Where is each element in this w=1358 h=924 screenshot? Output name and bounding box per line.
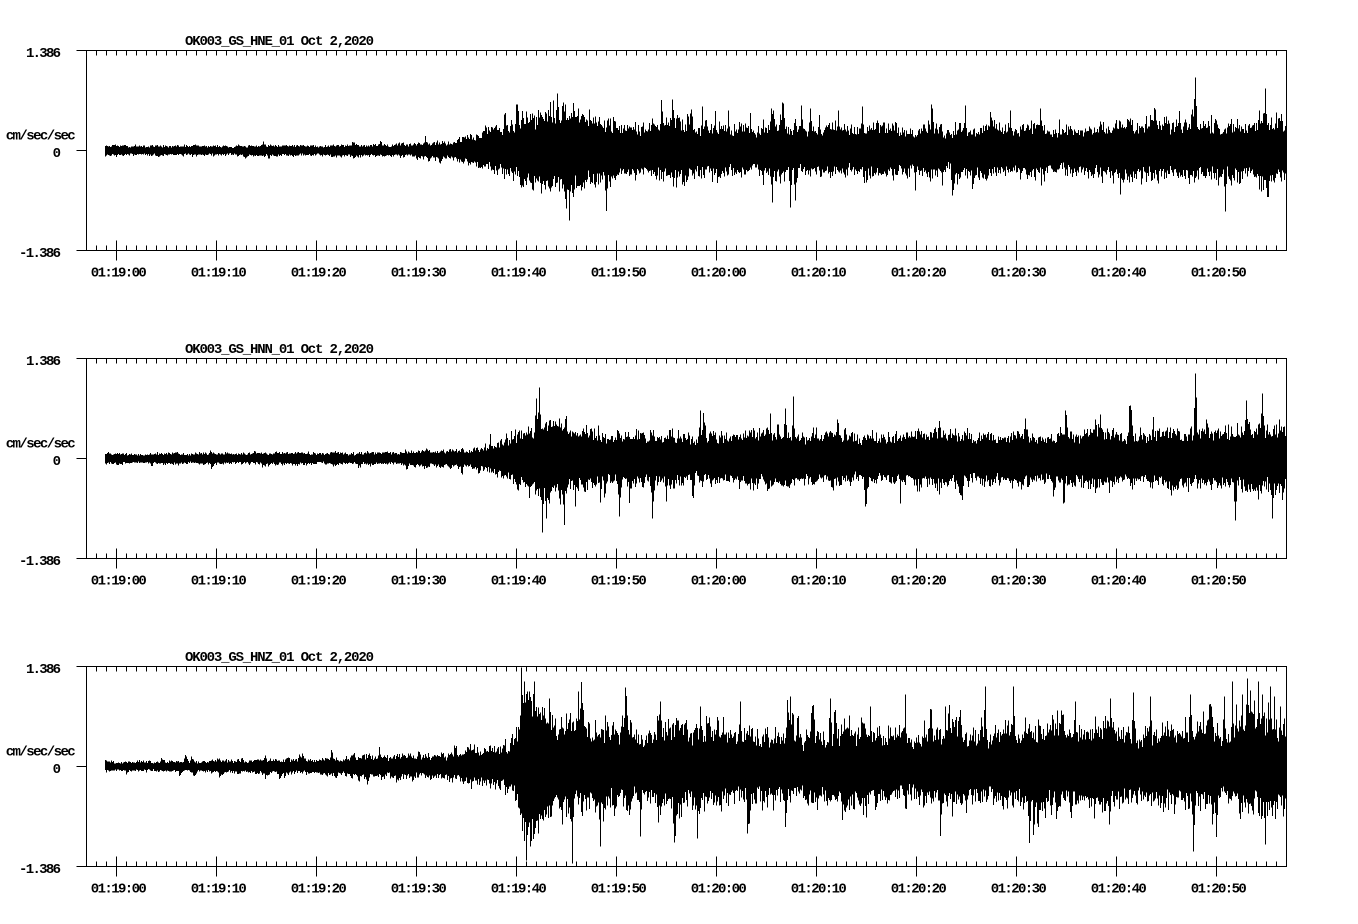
svg-text:01:19:50: 01:19:50 — [591, 882, 647, 898]
svg-text:01:19:30: 01:19:30 — [391, 266, 447, 282]
svg-text:01:19:20: 01:19:20 — [291, 266, 347, 282]
svg-text:01:20:20: 01:20:20 — [891, 882, 947, 898]
svg-text:01:20:00: 01:20:00 — [691, 266, 747, 282]
svg-text:cm/sec/sec: cm/sec/sec — [6, 745, 76, 761]
svg-text:01:19:40: 01:19:40 — [491, 882, 547, 898]
svg-text:01:19:50: 01:19:50 — [591, 574, 647, 590]
svg-text:01:20:00: 01:20:00 — [691, 574, 747, 590]
svg-text:01:19:30: 01:19:30 — [391, 882, 447, 898]
svg-text:01:20:50: 01:20:50 — [1191, 574, 1247, 590]
svg-text:0: 0 — [53, 762, 61, 778]
svg-text:01:19:50: 01:19:50 — [591, 266, 647, 282]
svg-text:01:20:50: 01:20:50 — [1191, 266, 1247, 282]
svg-text:01:19:00: 01:19:00 — [91, 266, 147, 282]
svg-text:01:19:00: 01:19:00 — [91, 882, 147, 898]
svg-text:01:19:20: 01:19:20 — [291, 574, 347, 590]
svg-text:01:20:30: 01:20:30 — [991, 266, 1047, 282]
svg-text:01:20:40: 01:20:40 — [1091, 882, 1147, 898]
svg-text:01:20:40: 01:20:40 — [1091, 266, 1147, 282]
svg-text:0: 0 — [53, 146, 61, 162]
svg-text:01:20:10: 01:20:10 — [791, 574, 847, 590]
svg-text:01:19:40: 01:19:40 — [491, 266, 547, 282]
svg-text:cm/sec/sec: cm/sec/sec — [6, 437, 76, 453]
svg-text:-1.386: -1.386 — [19, 862, 61, 878]
svg-text:OK003_GS_HNZ_01 Oct 2,2020: OK003_GS_HNZ_01 Oct 2,2020 — [185, 650, 374, 666]
svg-text:cm/sec/sec: cm/sec/sec — [6, 129, 76, 145]
svg-text:1.386: 1.386 — [26, 662, 61, 678]
svg-text:01:19:10: 01:19:10 — [191, 574, 247, 590]
svg-text:01:20:40: 01:20:40 — [1091, 574, 1147, 590]
svg-text:01:19:40: 01:19:40 — [491, 574, 547, 590]
svg-text:01:20:10: 01:20:10 — [791, 882, 847, 898]
svg-text:01:20:10: 01:20:10 — [791, 266, 847, 282]
svg-text:OK003_GS_HNN_01 Oct 2,2020: OK003_GS_HNN_01 Oct 2,2020 — [185, 342, 374, 358]
svg-text:OK003_GS_HNE_01 Oct 2,2020: OK003_GS_HNE_01 Oct 2,2020 — [185, 34, 374, 50]
svg-text:01:20:20: 01:20:20 — [891, 266, 947, 282]
svg-text:1.386: 1.386 — [26, 354, 61, 370]
svg-text:1.386: 1.386 — [26, 46, 61, 62]
svg-text:01:19:10: 01:19:10 — [191, 882, 247, 898]
svg-text:01:19:20: 01:19:20 — [291, 882, 347, 898]
svg-text:01:20:20: 01:20:20 — [891, 574, 947, 590]
svg-text:01:19:30: 01:19:30 — [391, 574, 447, 590]
svg-text:01:19:10: 01:19:10 — [191, 266, 247, 282]
svg-text:01:20:50: 01:20:50 — [1191, 882, 1247, 898]
svg-text:01:20:00: 01:20:00 — [691, 882, 747, 898]
svg-text:-1.386: -1.386 — [19, 246, 61, 262]
svg-text:01:19:00: 01:19:00 — [91, 574, 147, 590]
svg-text:01:20:30: 01:20:30 — [991, 882, 1047, 898]
svg-text:-1.386: -1.386 — [19, 554, 61, 570]
svg-text:01:20:30: 01:20:30 — [991, 574, 1047, 590]
svg-text:0: 0 — [53, 454, 61, 470]
